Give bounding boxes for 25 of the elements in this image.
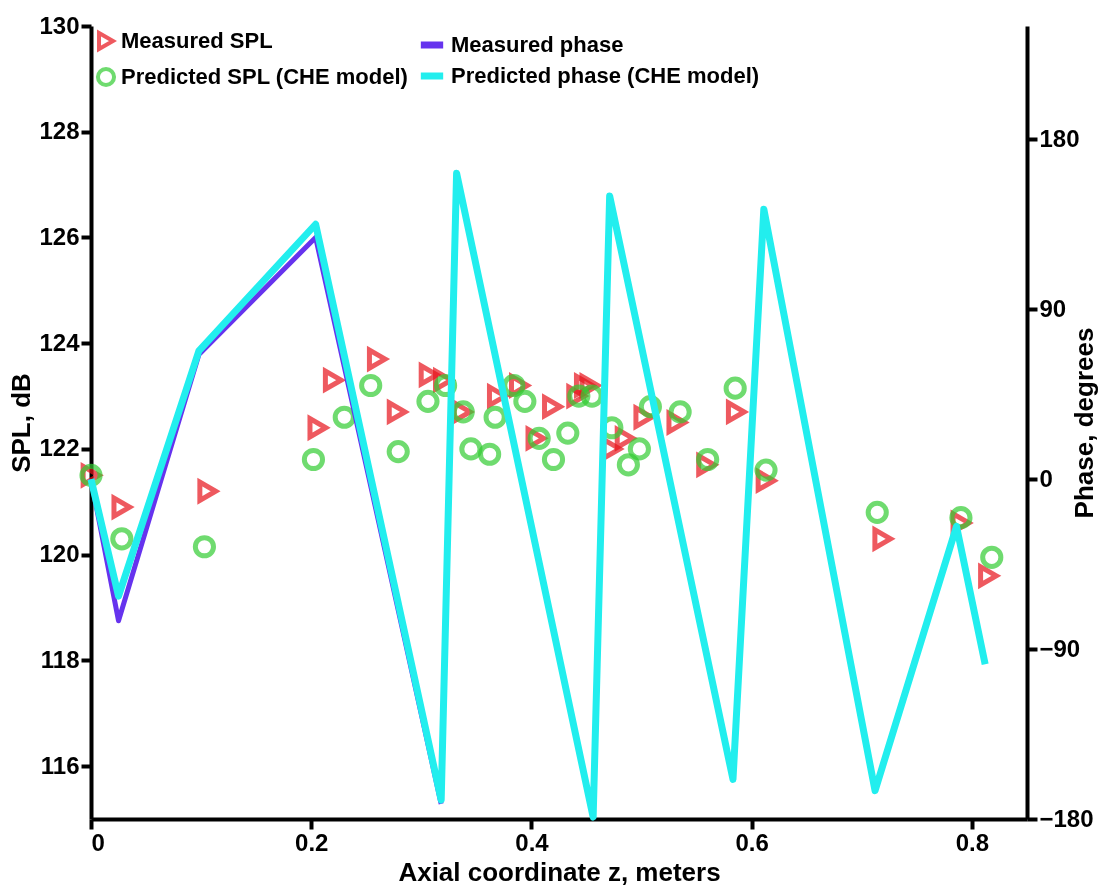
x-tick-label: 0.2 bbox=[295, 828, 329, 856]
y-tick-label: 128 bbox=[39, 117, 80, 145]
y2-axis-title: Phase, degrees bbox=[1068, 327, 1099, 519]
x-tick-label: 0.8 bbox=[955, 828, 990, 856]
y2-tick-label: −90 bbox=[1039, 634, 1081, 662]
y-tick-label: 118 bbox=[40, 645, 80, 673]
legend-label: Predicted phase (CHE model) bbox=[451, 63, 760, 88]
x-tick-label: 0 bbox=[91, 828, 105, 856]
y-tick-label: 130 bbox=[39, 11, 80, 39]
y2-tick-label: 90 bbox=[1039, 294, 1067, 322]
legend-label: Predicted SPL (CHE model) bbox=[121, 64, 408, 89]
y2-tick-label: 0 bbox=[1039, 464, 1053, 492]
x-tick-label: 0.6 bbox=[735, 828, 769, 856]
x-axis-title: Axial coordinate z, meters bbox=[398, 856, 721, 887]
y-tick-label: 124 bbox=[39, 328, 81, 356]
legend-label: Measured phase bbox=[451, 32, 624, 57]
x-tick-label: 0.4 bbox=[515, 828, 550, 856]
y-tick-label: 120 bbox=[39, 540, 80, 568]
legend-label: Measured SPL bbox=[121, 28, 273, 53]
y-tick-label: 116 bbox=[40, 751, 80, 779]
y-tick-label: 126 bbox=[39, 222, 80, 250]
y2-tick-label: −180 bbox=[1039, 804, 1094, 832]
y-tick-label: 122 bbox=[39, 434, 80, 462]
y-axis-title: SPL, dB bbox=[6, 373, 37, 473]
y2-tick-label: 180 bbox=[1039, 124, 1080, 152]
